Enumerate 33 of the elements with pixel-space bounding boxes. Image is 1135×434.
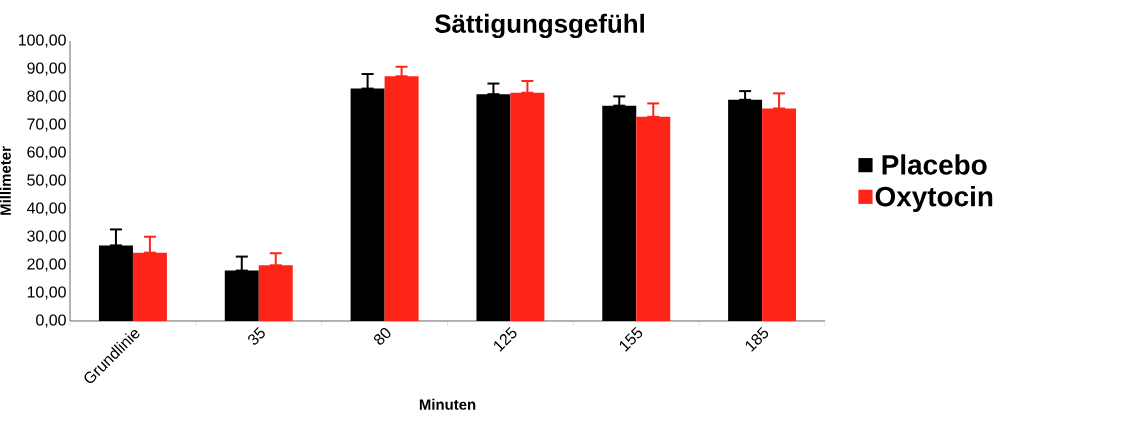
legend-label: Placebo	[882, 154, 987, 175]
bar	[728, 99, 763, 321]
y-tick-label: 70,00	[27, 118, 66, 132]
x-tick-label: 155	[619, 326, 643, 352]
y-tick-label: 10,00	[27, 286, 66, 300]
y-tick-label: 100,00	[18, 34, 66, 48]
chart-title: Sättigungsgefühl	[434, 13, 644, 39]
bar	[510, 92, 545, 321]
bar	[132, 252, 167, 321]
bar	[476, 94, 511, 321]
x-tick-label: 125	[494, 327, 517, 352]
y-tick-label: 90,00	[27, 62, 66, 76]
bar	[350, 88, 385, 321]
y-tick-label: 60,00	[27, 146, 66, 160]
y-tick-label: 80,00	[27, 90, 66, 104]
x-axis-title: Minuten	[419, 398, 476, 410]
y-tick-label: 40,00	[26, 202, 66, 216]
bar	[384, 76, 419, 321]
y-tick-label: 50,00	[27, 174, 66, 188]
bar	[224, 270, 259, 321]
bar	[762, 108, 797, 321]
bar	[636, 116, 671, 321]
bar	[602, 105, 637, 321]
bar	[258, 265, 293, 321]
y-tick-label: 0,00	[36, 314, 66, 328]
x-tick-label: 80	[373, 328, 391, 345]
y-axis-title: Millimeter	[0, 146, 11, 215]
y-tick-label: 20,00	[27, 258, 66, 272]
y-tick-label: 30,00	[27, 230, 66, 244]
x-tick-label: 35	[248, 327, 265, 345]
legend-label: Oxytocin	[875, 185, 993, 212]
bar	[98, 245, 133, 321]
x-tick-label: 185	[745, 327, 769, 352]
